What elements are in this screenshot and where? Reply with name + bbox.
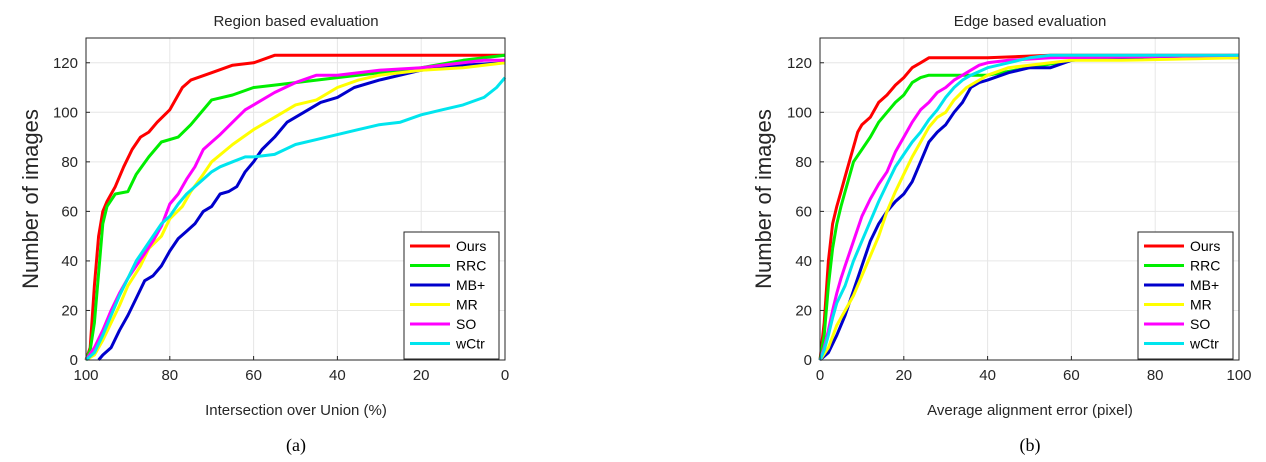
legend-label: RRC xyxy=(456,258,486,274)
legend-label: SO xyxy=(456,316,476,332)
y-tick-label: 20 xyxy=(61,302,78,319)
caption: (b) xyxy=(1020,435,1041,456)
legend-box xyxy=(1137,231,1234,360)
chart-title: Region based evaluation xyxy=(213,13,378,30)
series-line-mb xyxy=(819,56,1239,362)
x-tick-label: 100 xyxy=(73,367,98,384)
legend-label: MB+ xyxy=(1190,277,1219,293)
x-tick-label: 80 xyxy=(1147,367,1164,384)
legend-label: wCtr xyxy=(1189,336,1219,352)
y-tick-label: 120 xyxy=(53,55,78,72)
plot-frame xyxy=(85,37,506,361)
series-line-ours xyxy=(84,53,505,361)
legend-label: MB+ xyxy=(456,277,485,293)
legend-label: MR xyxy=(456,297,478,313)
x-tick-label: 60 xyxy=(245,367,262,384)
x-axis-label: Intersection over Union (%) xyxy=(205,402,387,419)
series-line-wctr xyxy=(85,76,507,362)
x-tick-label: 40 xyxy=(329,367,346,384)
legend-label: Ours xyxy=(1190,238,1220,254)
x-tick-label: 80 xyxy=(161,367,178,384)
y-tick-label: 0 xyxy=(804,352,812,369)
x-tick-label: 40 xyxy=(979,367,996,384)
legend-label: Ours xyxy=(456,238,486,254)
series-line-mb xyxy=(97,61,506,361)
legend-label: RRC xyxy=(1190,258,1220,274)
y-tick-label: 120 xyxy=(787,55,812,72)
y-tick-label: 0 xyxy=(70,352,78,369)
y-tick-label: 80 xyxy=(61,154,78,171)
chart-region-based-evaluation: Region based evaluation 100 80 60 40 20 0 0 20 4… xyxy=(18,13,509,456)
x-tick-label: 20 xyxy=(895,367,912,384)
series-line-so xyxy=(818,53,1240,361)
x-tick-label: 20 xyxy=(413,367,430,384)
legend-label: SO xyxy=(1190,316,1210,332)
series-line-mr xyxy=(85,61,506,362)
series-lines xyxy=(818,53,1240,362)
plot-frame xyxy=(819,37,1240,361)
y-axis-label: Number of images xyxy=(751,109,776,289)
chart-edge-based-evaluation: Edge based evaluation 0 20 40 60 80 100 0 20 40 6… xyxy=(751,13,1252,456)
x-tick-label: 60 xyxy=(1063,367,1080,384)
x-tick-label: 100 xyxy=(1226,367,1251,384)
y-tick-label: 40 xyxy=(795,253,812,270)
x-tick-label: 0 xyxy=(501,367,509,384)
x-tick-label: 0 xyxy=(816,367,824,384)
y-tick-label: 100 xyxy=(53,104,78,121)
y-tick-label: 100 xyxy=(787,104,812,121)
legend-box xyxy=(403,231,500,360)
chart-title: Edge based evaluation xyxy=(954,13,1107,30)
series-line-ours xyxy=(818,53,1239,361)
y-axis-label: Number of images xyxy=(18,109,43,289)
series-line-wctr xyxy=(818,53,1239,361)
y-tick-label: 60 xyxy=(795,203,812,220)
y-tick-label: 80 xyxy=(795,154,812,171)
x-axis-label: Average alignment error (pixel) xyxy=(927,402,1133,419)
legend: Ours RRC MB+ MR SO wCtr xyxy=(403,231,500,360)
tick-labels: 100 80 60 40 20 0 0 20 40 60 80 100 120 xyxy=(53,55,509,384)
legend-label: MR xyxy=(1190,297,1212,313)
series-line-mr xyxy=(818,56,1240,361)
y-tick-label: 20 xyxy=(795,302,812,319)
legend-label: wCtr xyxy=(455,336,485,352)
series-lines xyxy=(84,53,507,362)
tick-labels: 0 20 40 60 80 100 0 20 40 60 80 100 120 xyxy=(787,55,1252,384)
legend: Ours RRC MB+ MR SO wCtr xyxy=(1137,231,1234,360)
caption: (a) xyxy=(286,435,306,456)
series-line-rrc xyxy=(84,53,506,361)
y-tick-label: 40 xyxy=(61,253,78,270)
y-tick-label: 60 xyxy=(61,203,78,220)
